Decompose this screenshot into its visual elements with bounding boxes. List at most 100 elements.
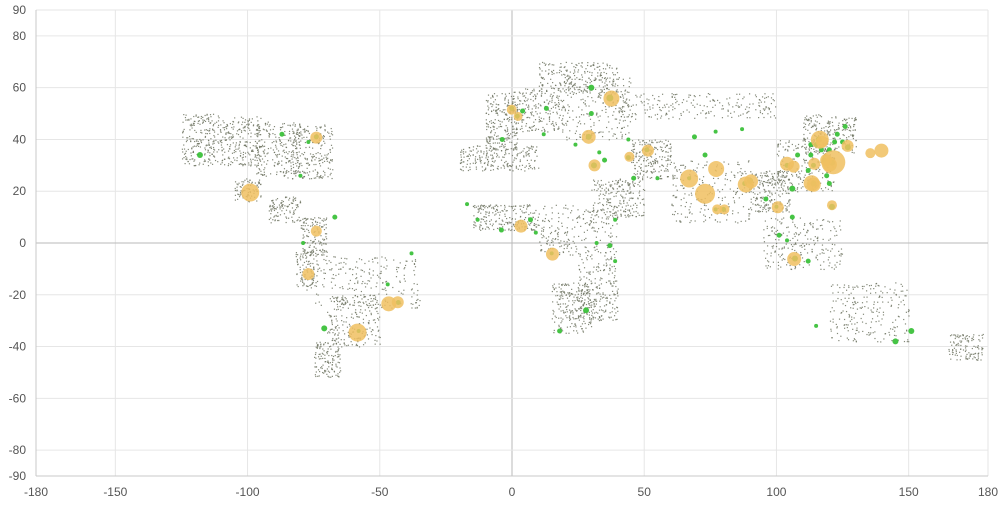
population-point bbox=[213, 148, 215, 150]
population-point bbox=[546, 89, 548, 91]
population-point bbox=[733, 200, 736, 202]
population-point bbox=[296, 151, 298, 154]
population-point bbox=[487, 126, 490, 128]
population-point bbox=[568, 300, 570, 302]
population-point bbox=[783, 185, 785, 187]
population-point bbox=[199, 162, 201, 164]
population-point bbox=[341, 320, 343, 322]
population-point bbox=[504, 99, 506, 101]
population-point bbox=[312, 251, 315, 253]
population-point bbox=[538, 121, 540, 123]
population-point bbox=[197, 120, 200, 122]
population-point bbox=[303, 236, 305, 238]
population-point bbox=[611, 67, 613, 69]
population-point bbox=[603, 269, 606, 271]
population-point bbox=[598, 319, 601, 322]
population-point bbox=[318, 370, 321, 373]
population-point bbox=[577, 332, 579, 334]
population-point bbox=[853, 125, 855, 128]
population-point bbox=[482, 209, 484, 211]
population-point bbox=[268, 132, 270, 135]
population-point bbox=[494, 122, 496, 125]
population-point bbox=[573, 325, 575, 327]
population-point bbox=[742, 206, 745, 208]
population-point bbox=[239, 192, 242, 194]
population-point bbox=[606, 84, 608, 87]
population-point bbox=[767, 204, 770, 206]
population-point bbox=[358, 305, 360, 307]
population-point bbox=[316, 221, 319, 224]
population-point bbox=[610, 297, 612, 300]
population-point bbox=[405, 260, 407, 262]
population-point bbox=[312, 279, 315, 281]
population-point bbox=[779, 140, 782, 142]
population-point bbox=[616, 137, 618, 139]
population-point bbox=[272, 202, 274, 204]
population-point bbox=[334, 354, 336, 357]
population-point bbox=[590, 318, 593, 320]
population-point bbox=[245, 144, 247, 146]
population-point bbox=[674, 167, 676, 169]
population-point bbox=[618, 110, 620, 112]
population-point bbox=[571, 78, 573, 80]
population-point bbox=[477, 211, 479, 214]
population-point bbox=[571, 322, 573, 325]
population-point bbox=[505, 95, 507, 97]
population-point bbox=[669, 163, 671, 165]
population-point bbox=[587, 289, 589, 291]
population-point bbox=[352, 296, 354, 299]
population-point bbox=[561, 330, 564, 332]
population-point bbox=[591, 258, 593, 260]
population-point bbox=[815, 168, 818, 170]
population-point bbox=[544, 251, 546, 253]
population-point bbox=[776, 189, 778, 192]
population-point bbox=[533, 224, 535, 226]
population-point bbox=[585, 209, 587, 211]
population-point bbox=[544, 205, 546, 208]
population-point bbox=[786, 202, 789, 204]
population-point bbox=[489, 145, 491, 147]
population-point bbox=[620, 91, 622, 93]
population-point bbox=[473, 215, 475, 217]
population-point bbox=[575, 64, 577, 66]
population-point bbox=[316, 260, 318, 262]
population-point bbox=[612, 85, 614, 87]
population-point bbox=[665, 139, 667, 141]
population-point bbox=[758, 102, 760, 104]
population-point bbox=[254, 182, 256, 184]
population-point bbox=[404, 280, 406, 282]
population-point bbox=[567, 244, 569, 246]
population-point bbox=[219, 130, 222, 132]
population-point bbox=[213, 142, 215, 144]
population-point bbox=[805, 128, 807, 130]
population-point bbox=[337, 308, 339, 310]
population-point bbox=[727, 203, 730, 205]
population-point bbox=[810, 119, 812, 122]
population-point bbox=[593, 222, 595, 224]
population-point bbox=[788, 192, 790, 195]
population-point bbox=[559, 66, 561, 68]
population-point bbox=[492, 104, 494, 106]
population-point bbox=[583, 312, 585, 314]
population-point bbox=[489, 126, 492, 129]
population-point bbox=[322, 238, 324, 240]
population-point bbox=[331, 134, 334, 136]
population-point bbox=[345, 263, 347, 265]
population-point bbox=[560, 295, 562, 297]
population-point bbox=[670, 104, 672, 107]
population-point bbox=[564, 303, 567, 305]
population-point bbox=[601, 221, 603, 223]
population-point bbox=[815, 127, 818, 130]
population-point bbox=[640, 156, 643, 158]
population-point bbox=[237, 193, 239, 195]
population-point bbox=[652, 163, 655, 165]
population-point bbox=[237, 148, 239, 150]
population-point bbox=[313, 275, 315, 277]
population-point bbox=[655, 158, 657, 160]
population-point bbox=[292, 161, 294, 163]
population-point bbox=[755, 109, 757, 111]
population-point bbox=[587, 307, 589, 309]
population-point bbox=[689, 206, 691, 208]
population-point bbox=[566, 231, 569, 233]
population-point bbox=[666, 144, 668, 146]
